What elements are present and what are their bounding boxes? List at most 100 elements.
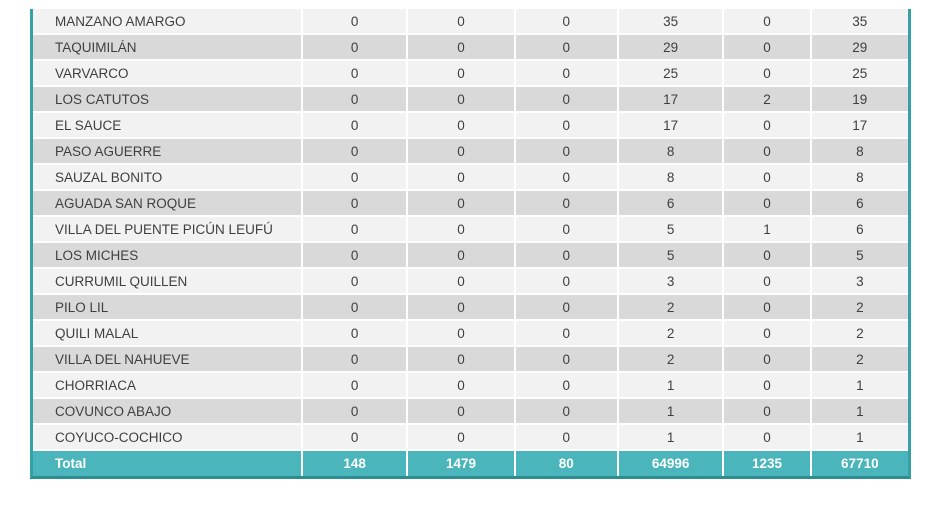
cell-value: 0 <box>722 423 811 450</box>
cell-value: 8 <box>809 137 908 164</box>
cell-value: 0 <box>722 345 811 372</box>
total-row: Total 148 1479 80 64996 1235 67710 <box>33 449 908 476</box>
cell-value: 2 <box>809 293 908 320</box>
cell-value: 0 <box>513 137 618 164</box>
row-name: COVUNCO ABAJO <box>33 397 302 424</box>
cell-value: 0 <box>406 59 515 86</box>
cell-value: 2 <box>616 319 724 346</box>
row-name: TAQUIMILÁN <box>33 33 302 60</box>
cell-value: 0 <box>300 137 408 164</box>
cell-value: 1 <box>616 397 724 424</box>
cell-value: 0 <box>406 423 515 450</box>
cell-value: 0 <box>406 189 515 216</box>
cell-value: 3 <box>616 267 724 294</box>
cell-value: 0 <box>300 85 408 112</box>
cell-value: 19 <box>809 85 908 112</box>
cell-value: 0 <box>300 33 408 60</box>
cell-value: 25 <box>809 59 908 86</box>
cell-value: 0 <box>722 293 811 320</box>
cell-value: 0 <box>722 111 811 138</box>
cell-value: 2 <box>616 345 724 372</box>
cell-value: 0 <box>513 293 618 320</box>
row-name: LOS CATUTOS <box>33 85 302 112</box>
cell-value: 0 <box>300 319 408 346</box>
cell-value: 0 <box>300 345 408 372</box>
cell-value: 1 <box>809 397 908 424</box>
cell-value: 1 <box>616 423 724 450</box>
cell-value: 0 <box>406 137 515 164</box>
cell-value: 2 <box>722 85 811 112</box>
cell-value: 0 <box>722 241 811 268</box>
row-name: PASO AGUERRE <box>33 137 302 164</box>
cell-value: 29 <box>616 33 724 60</box>
cell-value: 5 <box>616 215 724 242</box>
cell-value: 67710 <box>809 449 908 476</box>
cell-value: 8 <box>809 163 908 190</box>
cell-value: 1 <box>809 423 908 450</box>
cell-value: 0 <box>300 189 408 216</box>
table-body: MANZANO AMARGO 0 0 0 35 0 35 TAQUIMILÁN 0 0 0 29… <box>33 9 908 450</box>
cell-value: 35 <box>616 9 724 34</box>
row-name: VILLA DEL NAHUEVE <box>33 345 302 372</box>
cell-value: 0 <box>300 215 408 242</box>
table-row: MANZANO AMARGO 0 0 0 35 0 35 <box>33 9 908 34</box>
row-name: PILO LIL <box>33 293 302 320</box>
cell-value: 8 <box>616 137 724 164</box>
cell-value: 1235 <box>722 449 811 476</box>
cell-value: 0 <box>300 163 408 190</box>
cell-value: 0 <box>513 397 618 424</box>
cell-value: 3 <box>809 267 908 294</box>
cell-value: 0 <box>513 371 618 398</box>
cell-value: 0 <box>513 215 618 242</box>
row-name: VARVARCO <box>33 59 302 86</box>
cell-value: 0 <box>300 423 408 450</box>
cell-value: 0 <box>513 319 618 346</box>
cell-value: 0 <box>513 267 618 294</box>
table-row: EL SAUCE 0 0 0 17 0 17 <box>33 111 908 138</box>
cell-value: 0 <box>513 85 618 112</box>
cell-value: 8 <box>616 163 724 190</box>
cell-value: 0 <box>722 371 811 398</box>
cell-value: 2 <box>809 319 908 346</box>
cell-value: 0 <box>300 111 408 138</box>
cell-value: 35 <box>809 9 908 34</box>
cell-value: 0 <box>513 163 618 190</box>
cell-value: 29 <box>809 33 908 60</box>
cell-value: 17 <box>616 85 724 112</box>
cell-value: 0 <box>513 345 618 372</box>
cell-value: 0 <box>513 241 618 268</box>
table-row: VARVARCO 0 0 0 25 0 25 <box>33 59 908 86</box>
row-name: AGUADA SAN ROQUE <box>33 189 302 216</box>
row-name: SAUZAL BONITO <box>33 163 302 190</box>
cell-value: 0 <box>406 85 515 112</box>
cell-value: 0 <box>513 9 618 34</box>
cell-value: 0 <box>722 319 811 346</box>
row-name: LOS MICHES <box>33 241 302 268</box>
cell-value: 0 <box>722 267 811 294</box>
cell-value: 17 <box>809 111 908 138</box>
cell-value: 0 <box>722 33 811 60</box>
cell-value: 148 <box>300 449 408 476</box>
cell-value: 0 <box>722 189 811 216</box>
cell-value: 64996 <box>616 449 724 476</box>
cell-value: 0 <box>406 267 515 294</box>
row-name: CURRUMIL QUILLEN <box>33 267 302 294</box>
localities-table: MANZANO AMARGO 0 0 0 35 0 35 TAQUIMILÁN 0 0 0 29… <box>33 9 908 476</box>
row-name: MANZANO AMARGO <box>55 13 186 29</box>
row-name: EL SAUCE <box>33 111 302 138</box>
total-label: Total <box>33 449 302 476</box>
cell-value: 0 <box>406 241 515 268</box>
cell-value: 0 <box>300 267 408 294</box>
cell-value: 0 <box>406 163 515 190</box>
cell-value: 0 <box>300 293 408 320</box>
cell-value: 0 <box>406 215 515 242</box>
cell-value: 6 <box>809 189 908 216</box>
cell-value: 0 <box>300 397 408 424</box>
cell-value: 0 <box>513 423 618 450</box>
